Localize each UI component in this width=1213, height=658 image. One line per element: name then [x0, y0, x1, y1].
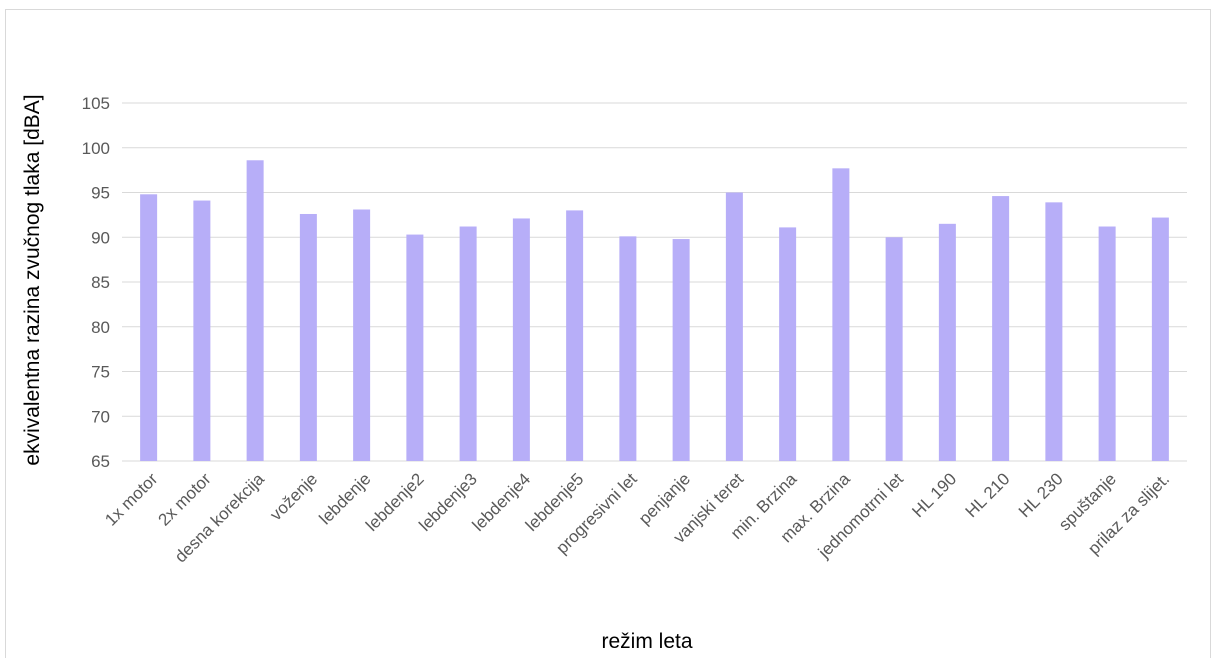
- bar: [672, 239, 690, 461]
- bar: [779, 227, 797, 461]
- bars: [140, 160, 1169, 462]
- bar: [1098, 226, 1116, 461]
- bar: [299, 213, 317, 461]
- bar: [938, 223, 956, 461]
- y-tick-label: 80: [91, 318, 110, 337]
- y-axis-title: ekvivalentna razina zvučnog tlaka [dBA]: [21, 94, 44, 465]
- bar: [246, 160, 264, 461]
- bar: [140, 194, 158, 462]
- x-tick-label: HL 230: [1015, 469, 1067, 521]
- y-tick-label: 70: [91, 407, 110, 426]
- bar: [193, 200, 211, 461]
- bar: [885, 237, 903, 461]
- bar: [1151, 217, 1169, 461]
- bar: [992, 196, 1010, 461]
- y-tick-label: 105: [82, 94, 110, 113]
- bar: [459, 226, 477, 461]
- y-tick-label: 95: [91, 184, 110, 203]
- bar: [725, 192, 743, 461]
- bar: [512, 218, 530, 461]
- bar: [619, 236, 637, 461]
- x-tick-label: HL 210: [962, 469, 1014, 521]
- x-tick-label: 1x motor: [101, 469, 161, 529]
- y-tick-label: 85: [91, 273, 110, 292]
- x-tick-label: voženje: [266, 469, 321, 524]
- y-tick-label: 75: [91, 363, 110, 382]
- bar: [566, 210, 584, 461]
- y-tick-label: 100: [82, 139, 110, 158]
- bar: [406, 234, 424, 461]
- bar: [1045, 202, 1063, 461]
- y-axis-ticks: 65 70 75 80 85 90 95 100 105: [82, 94, 110, 471]
- bar: [353, 209, 371, 461]
- x-tick-label: HL 190: [908, 469, 960, 521]
- y-tick-label: 90: [91, 228, 110, 247]
- chart-frame: [5, 9, 1211, 658]
- x-axis-title: režim leta: [601, 630, 692, 653]
- y-tick-label: 65: [91, 452, 110, 471]
- gridlines: [122, 102, 1187, 462]
- bar: [832, 168, 850, 461]
- x-tick-label: desna korekcija: [171, 469, 268, 566]
